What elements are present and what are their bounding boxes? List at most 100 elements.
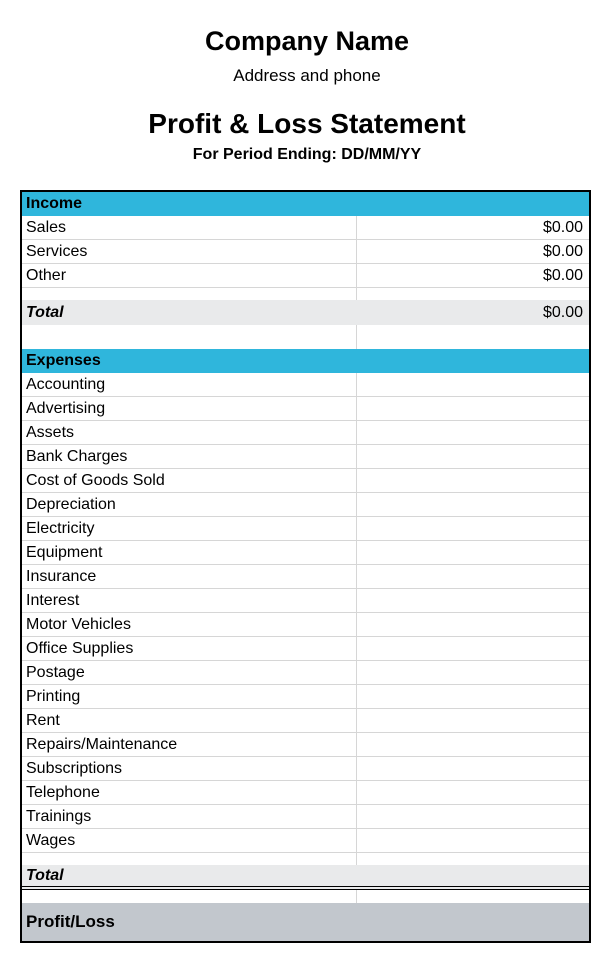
row-value[interactable] xyxy=(356,373,589,396)
expense-row-trainings: Trainings xyxy=(22,805,589,829)
row-label: Advertising xyxy=(26,399,106,417)
expense-row-telephone: Telephone xyxy=(22,781,589,805)
expenses-total-value[interactable] xyxy=(356,865,589,886)
section-gap-row xyxy=(22,325,589,349)
expense-row-repairs-maintenance: Repairs/Maintenance xyxy=(22,733,589,757)
row-value[interactable] xyxy=(356,637,589,660)
spacer-cell xyxy=(356,890,589,903)
spacer-row xyxy=(22,288,589,300)
spacer-cell xyxy=(22,325,356,349)
expense-row-postage: Postage xyxy=(22,661,589,685)
expense-row-interest: Interest xyxy=(22,589,589,613)
row-value[interactable] xyxy=(356,541,589,564)
row-value[interactable] xyxy=(356,445,589,468)
expense-row-electricity: Electricity xyxy=(22,517,589,541)
statement-title: Profit & Loss Statement xyxy=(148,107,466,139)
expenses-total-row: Total xyxy=(22,865,589,890)
row-label: Postage xyxy=(26,663,85,681)
row-value[interactable] xyxy=(356,661,589,684)
expense-row-office-supplies: Office Supplies xyxy=(22,637,589,661)
row-label: Electricity xyxy=(26,519,95,537)
row-value[interactable] xyxy=(356,685,589,708)
income-total-row: Total $0.00 xyxy=(22,300,589,325)
row-label: Sales xyxy=(26,218,67,236)
row-label: Other xyxy=(26,266,67,284)
row-value[interactable] xyxy=(356,709,589,732)
row-value[interactable] xyxy=(356,565,589,588)
row-value[interactable]: $0.00 xyxy=(356,216,589,239)
row-label: Insurance xyxy=(26,567,97,585)
expense-row-insurance: Insurance xyxy=(22,565,589,589)
profit-loss-row: Profit/Loss xyxy=(22,903,589,941)
profit-loss-label: Profit/Loss xyxy=(26,912,115,931)
row-label: Cost of Goods Sold xyxy=(26,471,165,489)
spacer-cell xyxy=(22,853,356,865)
spacer-cell xyxy=(22,890,356,903)
expense-row-bank-charges: Bank Charges xyxy=(22,445,589,469)
row-label: Bank Charges xyxy=(26,447,128,465)
row-value[interactable] xyxy=(356,757,589,780)
income-row-sales: Sales $0.00 xyxy=(22,216,589,240)
row-value[interactable] xyxy=(356,805,589,828)
row-value[interactable] xyxy=(356,421,589,444)
row-label: Trainings xyxy=(26,807,92,825)
row-value[interactable] xyxy=(356,613,589,636)
expense-row-advertising: Advertising xyxy=(22,397,589,421)
expense-row-cost-of-goods-sold: Cost of Goods Sold xyxy=(22,469,589,493)
row-label: Interest xyxy=(26,591,80,609)
income-row-services: Services $0.00 xyxy=(22,240,589,264)
row-value[interactable] xyxy=(356,733,589,756)
expense-row-depreciation: Depreciation xyxy=(22,493,589,517)
row-label: Printing xyxy=(26,687,81,705)
row-value[interactable]: $0.00 xyxy=(356,240,589,263)
row-label: Subscriptions xyxy=(26,759,123,777)
row-value[interactable] xyxy=(356,517,589,540)
row-label: Rent xyxy=(26,711,60,729)
row-label: Accounting xyxy=(26,375,106,393)
expense-row-subscriptions: Subscriptions xyxy=(22,757,589,781)
document-header: Company Name Address and phone Profit & … xyxy=(0,0,614,164)
income-row-other: Other $0.00 xyxy=(22,264,589,288)
row-label: Telephone xyxy=(26,783,100,801)
expenses-section-header: Expenses xyxy=(22,349,589,373)
expense-row-motor-vehicles: Motor Vehicles xyxy=(22,613,589,637)
expense-row-assets: Assets xyxy=(22,421,589,445)
income-section-header: Income xyxy=(22,192,589,216)
profit-loss-table: Income Sales $0.00 Services $0.00 Other … xyxy=(20,190,591,943)
spacer-cell xyxy=(356,325,589,349)
spacer-cell xyxy=(22,288,356,300)
expenses-section-label: Expenses xyxy=(26,352,101,369)
row-label: Depreciation xyxy=(26,495,116,513)
row-value[interactable]: $0.00 xyxy=(356,264,589,287)
company-name: Company Name xyxy=(204,26,410,56)
row-value[interactable] xyxy=(356,397,589,420)
row-value[interactable] xyxy=(356,589,589,612)
row-label: Wages xyxy=(26,831,76,849)
row-label: Motor Vehicles xyxy=(26,615,131,633)
expense-row-printing: Printing xyxy=(22,685,589,709)
period-line: For Period Ending: DD/MM/YY xyxy=(192,146,422,164)
expense-row-wages: Wages xyxy=(22,829,589,853)
income-total-value[interactable]: $0.00 xyxy=(542,303,583,321)
expense-row-rent: Rent xyxy=(22,709,589,733)
expense-row-accounting: Accounting xyxy=(22,373,589,397)
row-label: Office Supplies xyxy=(26,639,134,657)
spacer-cell xyxy=(356,288,589,300)
row-label: Services xyxy=(26,242,88,260)
income-total-label: Total xyxy=(26,303,64,321)
spacer-row xyxy=(22,853,589,865)
row-value[interactable] xyxy=(356,829,589,852)
row-value[interactable] xyxy=(356,493,589,516)
row-value[interactable] xyxy=(356,781,589,804)
profit-loss-value[interactable] xyxy=(349,903,589,941)
spacer-cell xyxy=(356,853,589,865)
income-section-label: Income xyxy=(26,195,83,212)
row-value[interactable] xyxy=(356,469,589,492)
spacer-row xyxy=(22,890,589,903)
row-label: Repairs/Maintenance xyxy=(26,735,178,753)
address-line: Address and phone xyxy=(233,65,381,85)
expense-row-equipment: Equipment xyxy=(22,541,589,565)
row-label: Assets xyxy=(26,423,75,441)
row-label: Equipment xyxy=(26,543,103,561)
